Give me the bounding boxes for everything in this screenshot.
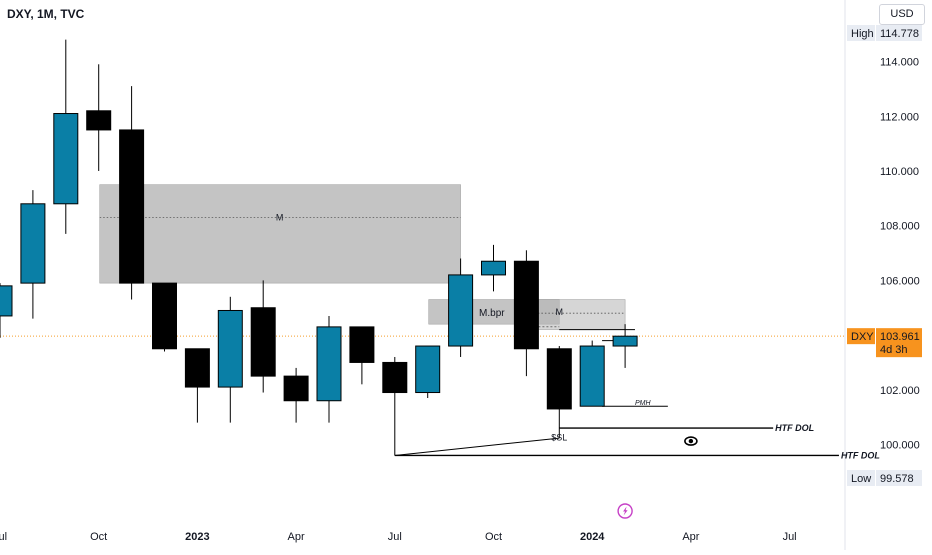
annotation-label: M bbox=[556, 307, 564, 317]
candle bbox=[119, 129, 145, 284]
candle bbox=[448, 274, 474, 347]
zone-label: M.bpr bbox=[479, 308, 505, 319]
level-label: HTF DOL bbox=[841, 450, 880, 460]
candle bbox=[217, 309, 243, 388]
x-tick-label: Oct bbox=[485, 531, 502, 543]
candle bbox=[283, 375, 309, 402]
last-price-countdown: 4d 3h bbox=[880, 344, 908, 356]
candle bbox=[513, 260, 539, 350]
candle bbox=[184, 348, 210, 388]
high-tag bbox=[847, 25, 875, 41]
last-symbol-tag bbox=[847, 328, 875, 345]
high-value-tag bbox=[876, 25, 922, 41]
zone-box bbox=[99, 184, 461, 284]
x-tick-label: Jul bbox=[0, 531, 7, 543]
candle bbox=[579, 345, 605, 407]
high-value: 114.778 bbox=[880, 28, 919, 40]
annotation-label: PMH bbox=[635, 400, 652, 407]
candle bbox=[0, 285, 13, 317]
low-label: Low bbox=[851, 473, 871, 485]
eye-icon-pupil bbox=[688, 438, 694, 444]
chart-title: DXY, 1M, TVC bbox=[7, 7, 85, 21]
y-tick-label: 106.000 bbox=[880, 275, 920, 287]
y-tick-label: 112.000 bbox=[880, 111, 919, 123]
candle bbox=[349, 326, 375, 363]
last-symbol-label: DXY bbox=[851, 331, 874, 343]
candle bbox=[546, 348, 572, 410]
annotation-label: $SL bbox=[551, 433, 567, 443]
candle bbox=[316, 326, 342, 402]
candle bbox=[152, 282, 177, 350]
candle bbox=[481, 260, 506, 276]
high-label: High bbox=[851, 28, 874, 40]
y-tick-label: 108.000 bbox=[880, 221, 920, 233]
level-label: HTF DOL bbox=[775, 423, 814, 433]
y-tick-label: 102.000 bbox=[880, 385, 920, 397]
trend-line bbox=[394, 437, 560, 456]
candle bbox=[382, 361, 408, 394]
x-tick-label: Oct bbox=[90, 531, 107, 543]
y-tick-label: 114.000 bbox=[880, 57, 919, 69]
candle bbox=[53, 113, 79, 205]
y-tick-label: 100.000 bbox=[880, 440, 920, 452]
zone-box bbox=[527, 299, 626, 330]
candle bbox=[86, 110, 112, 131]
low-tag bbox=[847, 470, 875, 486]
candle bbox=[250, 307, 276, 377]
low-value: 99.578 bbox=[880, 473, 914, 485]
x-tick-label: Apr bbox=[682, 531, 699, 543]
y-tick-label: 110.000 bbox=[880, 166, 919, 178]
last-price-tag bbox=[876, 328, 922, 358]
x-tick-label: 2023 bbox=[185, 531, 209, 543]
alert-icon-bolt bbox=[623, 506, 628, 516]
x-tick-label: Jul bbox=[783, 531, 797, 543]
currency-button[interactable]: USD bbox=[879, 4, 925, 25]
candle bbox=[612, 335, 638, 347]
last-price-value: 103.961 bbox=[880, 331, 920, 343]
x-tick-label: Jul bbox=[388, 531, 402, 543]
low-value-tag bbox=[876, 470, 922, 486]
zone-label: M bbox=[276, 212, 284, 222]
x-tick-label: Apr bbox=[288, 531, 305, 543]
x-tick-label: 2024 bbox=[580, 531, 605, 543]
candle bbox=[20, 203, 46, 284]
candle bbox=[415, 345, 441, 394]
